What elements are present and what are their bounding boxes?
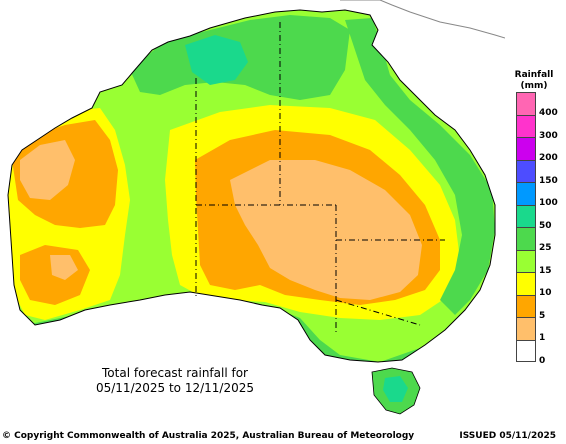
legend-swatch-1: [516, 317, 536, 340]
legend-label-300: 300: [539, 130, 558, 141]
rainfall-zone-1-southwest: [50, 255, 78, 280]
copyright-text: © Copyright Commonwealth of Australia 20…: [2, 431, 415, 441]
issued-date: ISSUED 05/11/2025: [459, 431, 556, 441]
legend-title-line-1: Rainfall: [514, 70, 554, 80]
legend-swatch-50: [516, 204, 536, 227]
legend-swatch-15: [516, 249, 536, 272]
footer: © Copyright Commonwealth of Australia 20…: [0, 428, 566, 444]
legend-swatch-5: [516, 294, 536, 317]
legend-swatch-150: [516, 159, 536, 182]
legend-row-300: 300: [512, 114, 566, 141]
map-canvas: [7, 0, 505, 415]
legend-label-400: 400: [539, 108, 558, 118]
rainfall-zone-1-west: [20, 140, 75, 200]
legend-label-200: 200: [539, 153, 558, 163]
legend-swatch-400: [516, 92, 536, 115]
rainfall-legend: Rainfall (mm) 400 300 200 150 100 50 25 15 10 5 1 0: [512, 70, 566, 366]
legend-swatch-300: [516, 114, 536, 137]
legend-row-400: 400: [512, 92, 566, 118]
rainfall-zone-25-east: [345, 18, 495, 315]
legend-row-15: 15: [512, 249, 566, 276]
legend-row-25: 25: [512, 227, 566, 253]
legend-label-150: 150: [539, 175, 558, 186]
tasmania-zone-50: [383, 376, 408, 402]
legend-label-5: 5: [539, 310, 546, 321]
legend-title-line-2: (mm): [520, 81, 548, 91]
legend-rows: 400 300 200 150 100 50 25 15 10 5 1 0: [512, 92, 566, 366]
legend-swatch-0: [516, 339, 536, 362]
legend-swatch-100: [516, 182, 536, 205]
legend-swatch-10: [516, 272, 536, 295]
caption-line-2: 05/11/2025 to 12/11/2025: [95, 381, 254, 395]
coastline: [7, 9, 496, 363]
legend-row-150: 150: [512, 159, 566, 186]
legend-label-10: 10: [539, 288, 552, 298]
state-borders: [195, 22, 445, 335]
map-caption: Total forecast rainfall for 05/11/2025 t…: [60, 366, 290, 396]
legend-row-10: 10: [512, 272, 566, 298]
legend-row-1: 1: [512, 317, 566, 343]
legend-label-25: 25: [539, 243, 552, 253]
legend-label-1: 1: [539, 333, 546, 343]
legend-row-100: 100: [512, 182, 566, 208]
rainfall-zone-50-north: [185, 35, 248, 85]
legend-label-0: 0: [539, 355, 546, 366]
new-guinea-outline: [340, 0, 505, 39]
legend-row-200: 200: [512, 137, 566, 163]
legend-row-5: 5: [512, 294, 566, 321]
legend-row-0: 0: [512, 339, 566, 366]
legend-label-50: 50: [539, 220, 552, 231]
legend-swatch-25: [516, 227, 536, 250]
legend-label-100: 100: [539, 198, 558, 208]
rainfall-map: Total forecast rainfall for 05/11/2025 t…: [7, 0, 505, 415]
legend-swatch-200: [516, 137, 536, 160]
legend-label-15: 15: [539, 265, 552, 276]
legend-title: Rainfall (mm): [512, 70, 556, 92]
border-nsw-vic: [335, 299, 421, 326]
caption-line-1: Total forecast rainfall for: [102, 366, 248, 380]
rainfall-zone-1-interior: [230, 160, 422, 300]
legend-row-50: 50: [512, 204, 566, 231]
